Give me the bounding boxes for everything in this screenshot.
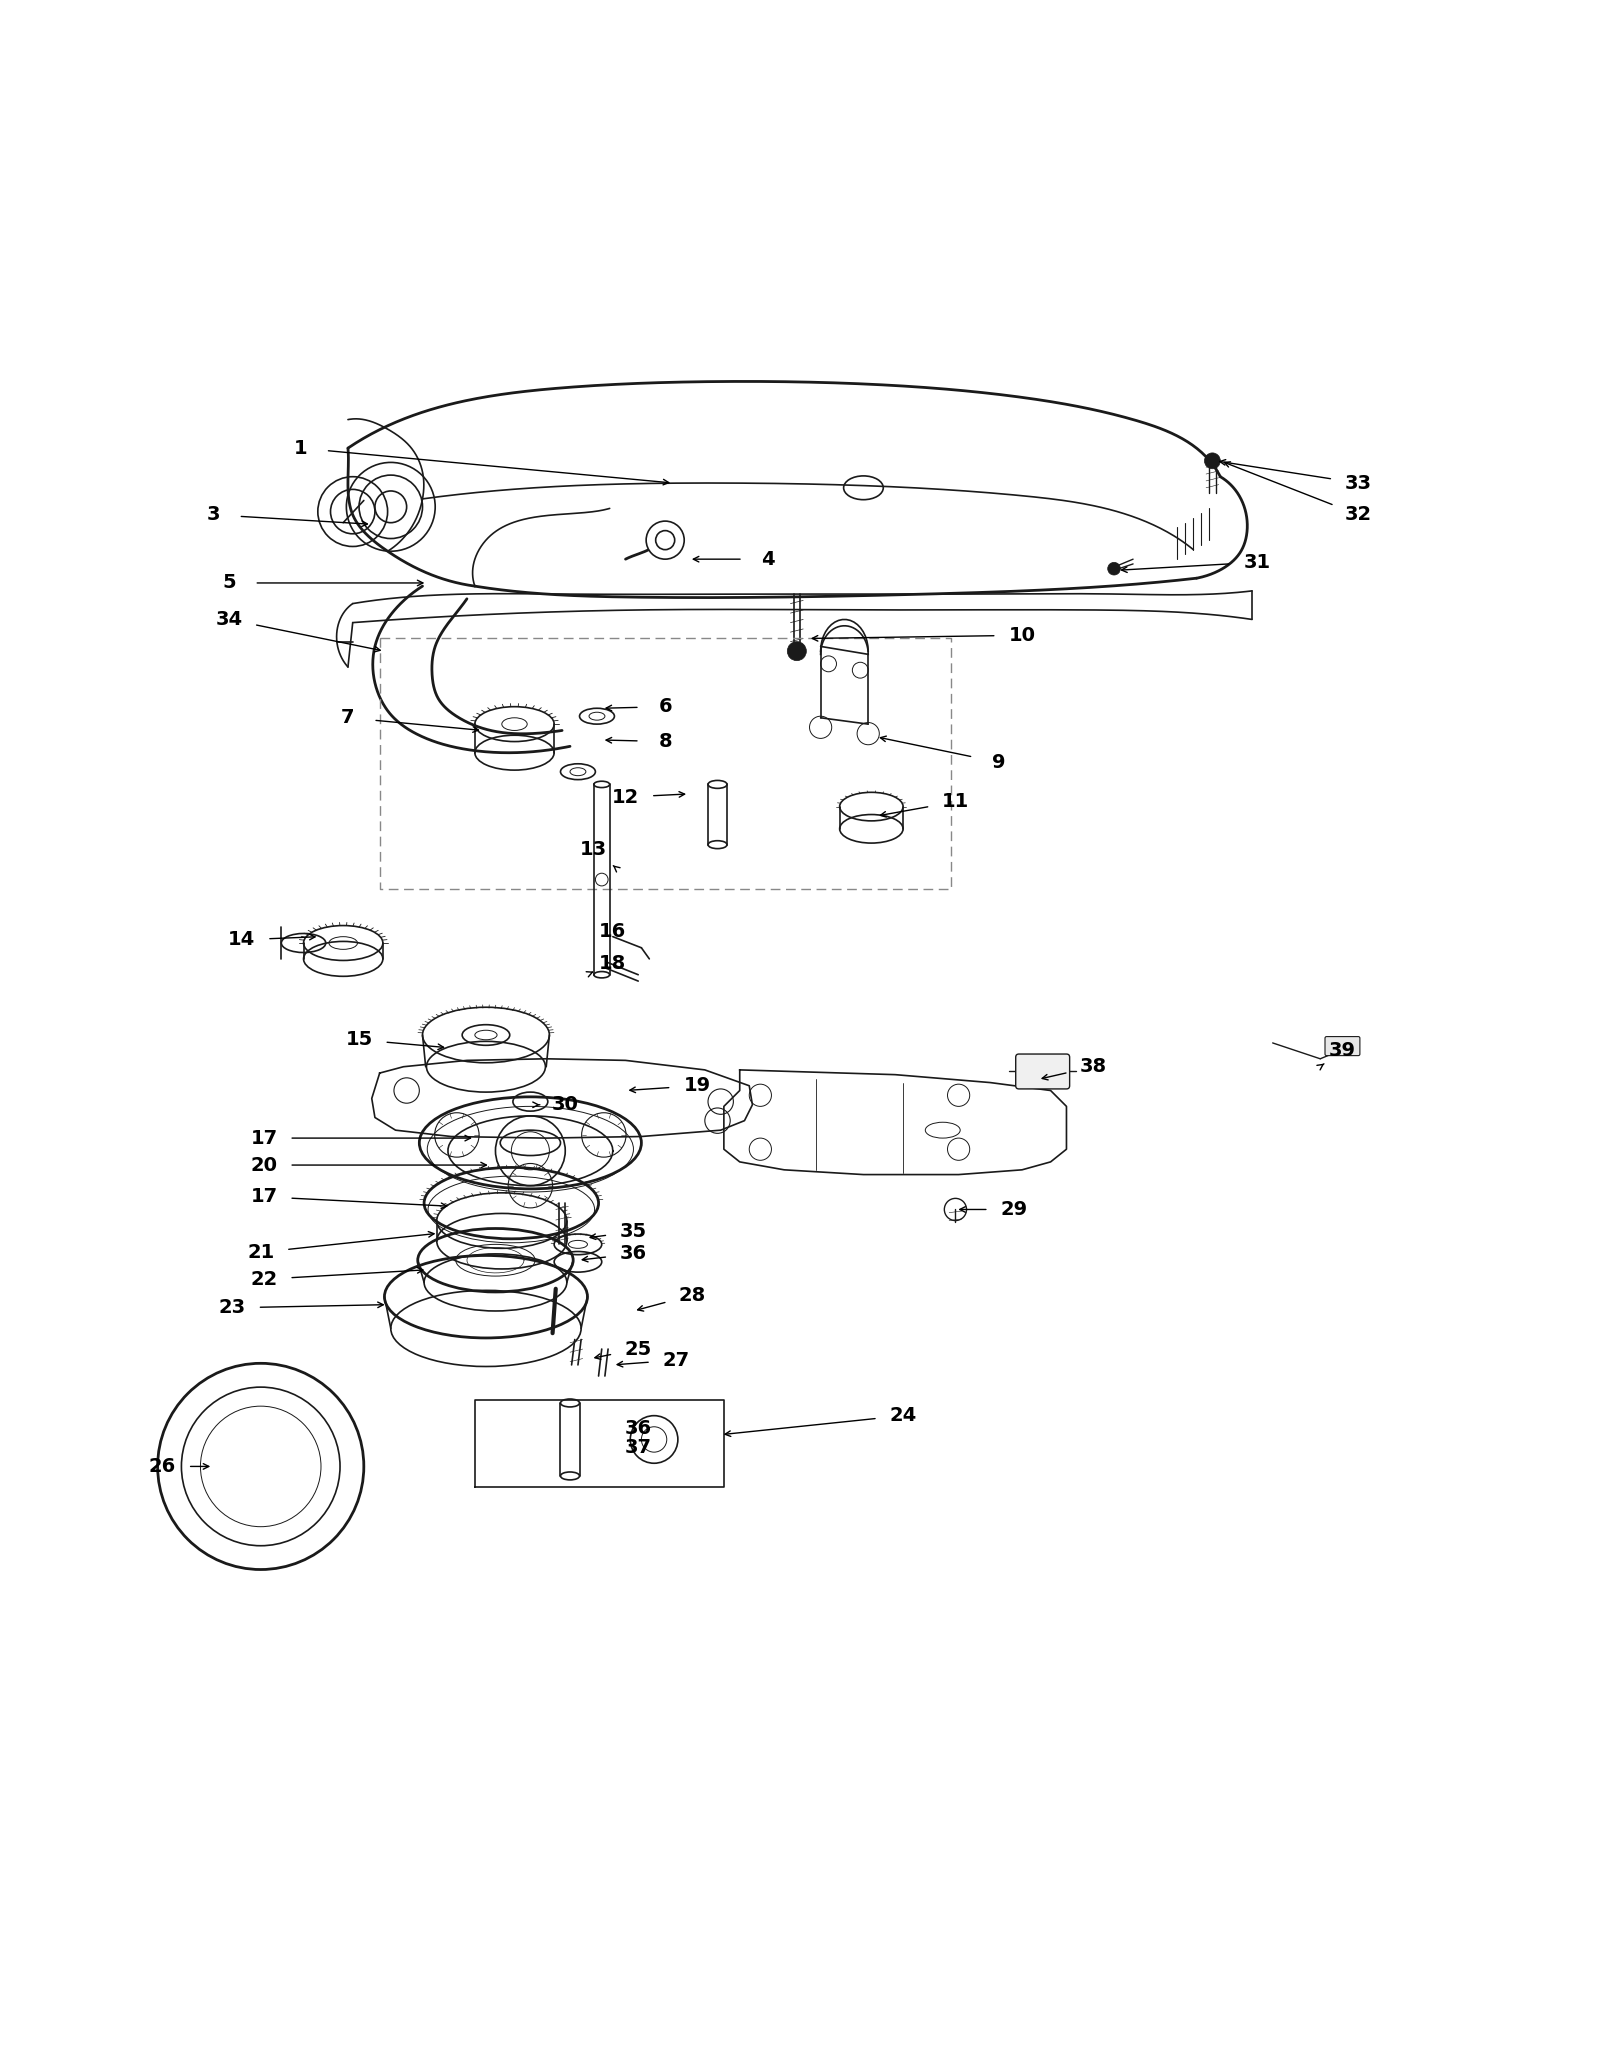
Text: 33: 33 (1346, 474, 1371, 493)
Circle shape (1107, 563, 1120, 575)
Text: 6: 6 (658, 698, 672, 716)
Text: 16: 16 (600, 923, 627, 942)
Text: 18: 18 (600, 954, 627, 973)
Text: 30: 30 (552, 1095, 579, 1114)
Text: 21: 21 (246, 1242, 274, 1263)
Text: 12: 12 (611, 787, 638, 807)
Text: 39: 39 (1330, 1041, 1355, 1060)
Text: 3: 3 (206, 505, 219, 524)
Text: 13: 13 (581, 840, 608, 859)
Text: 37: 37 (624, 1439, 651, 1457)
Text: 22: 22 (250, 1269, 277, 1290)
Text: 17: 17 (250, 1188, 277, 1207)
Text: 7: 7 (341, 708, 355, 727)
Text: 15: 15 (346, 1031, 373, 1049)
Text: 32: 32 (1344, 505, 1371, 524)
Text: 34: 34 (216, 611, 243, 629)
Text: 25: 25 (624, 1339, 651, 1358)
Text: 11: 11 (942, 793, 970, 811)
Text: 4: 4 (762, 551, 774, 569)
Text: 27: 27 (662, 1350, 690, 1370)
Text: 19: 19 (683, 1076, 710, 1095)
Text: 23: 23 (219, 1298, 246, 1317)
Text: 5: 5 (222, 573, 235, 592)
Text: 14: 14 (229, 929, 256, 950)
Text: 17: 17 (250, 1128, 277, 1147)
Text: 24: 24 (890, 1406, 917, 1424)
Text: 28: 28 (678, 1285, 706, 1304)
FancyBboxPatch shape (1016, 1054, 1070, 1089)
Circle shape (646, 522, 685, 559)
Text: 8: 8 (658, 733, 672, 751)
Text: 38: 38 (1080, 1058, 1107, 1076)
Text: 1: 1 (293, 439, 307, 457)
Circle shape (1205, 453, 1221, 468)
Text: 36: 36 (619, 1244, 646, 1263)
Text: 26: 26 (149, 1457, 176, 1476)
Text: 31: 31 (1243, 553, 1270, 571)
Text: 9: 9 (992, 753, 1005, 772)
FancyBboxPatch shape (1325, 1037, 1360, 1056)
Text: 35: 35 (619, 1221, 646, 1242)
Circle shape (787, 642, 806, 660)
Text: 36: 36 (624, 1418, 651, 1439)
Text: 10: 10 (1008, 625, 1035, 644)
Text: 29: 29 (1000, 1201, 1027, 1219)
Text: 20: 20 (250, 1155, 277, 1174)
